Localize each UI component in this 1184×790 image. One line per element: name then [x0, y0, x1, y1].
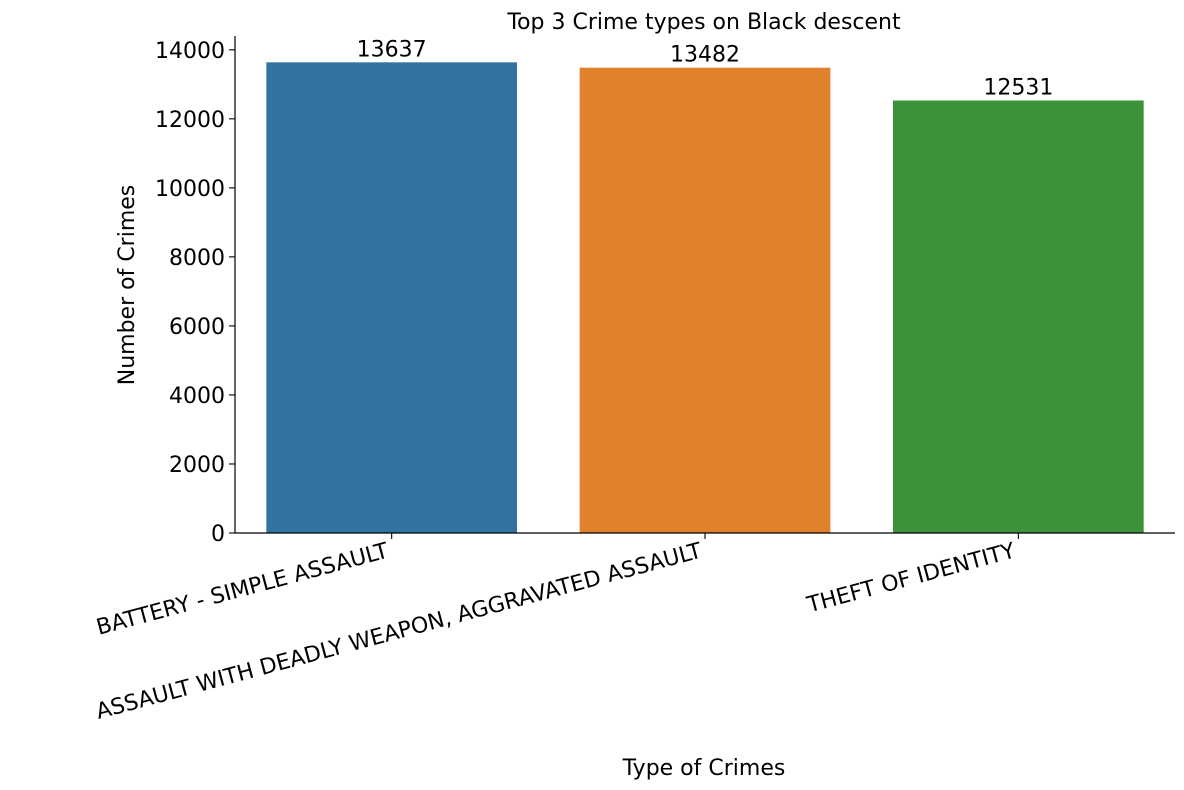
chart-title: Top 3 Crime types on Black descent: [506, 10, 901, 35]
y-tick-label-6: 12000: [155, 108, 225, 133]
y-tick-label-2: 4000: [169, 384, 225, 409]
bar-3: [893, 100, 1144, 533]
x-tick-label-2: ASSAULT WITH DEADLY WEAPON, AGGRAVATED A…: [93, 539, 705, 725]
y-tick-label-1: 2000: [169, 453, 225, 478]
bar-value-label-1: 13637: [357, 37, 427, 62]
value-labels-group: 13637 13482 12531: [357, 37, 1054, 100]
y-tick-label-7: 14000: [155, 39, 225, 64]
x-tick-label-3: THEFT OF IDENTITY: [804, 539, 1019, 619]
bar-1: [266, 62, 517, 533]
x-axis-label: Type of Crimes: [622, 756, 786, 781]
y-tick-label-5: 10000: [155, 177, 225, 202]
y-tick-label-4: 8000: [169, 246, 225, 271]
y-axis-label: Number of Crimes: [115, 185, 140, 386]
bar-value-label-2: 13482: [670, 43, 740, 68]
bars-group: [266, 62, 1144, 533]
y-axis: 0 2000 4000 6000 8000 10000 12000 14000: [155, 39, 235, 547]
y-tick-label-3: 6000: [169, 315, 225, 340]
y-tick-label-0: 0: [211, 522, 225, 547]
bar-value-label-3: 12531: [983, 76, 1053, 101]
x-tick-label-1: BATTERY - SIMPLE ASSAULT: [94, 539, 392, 641]
bar-2: [579, 67, 831, 533]
